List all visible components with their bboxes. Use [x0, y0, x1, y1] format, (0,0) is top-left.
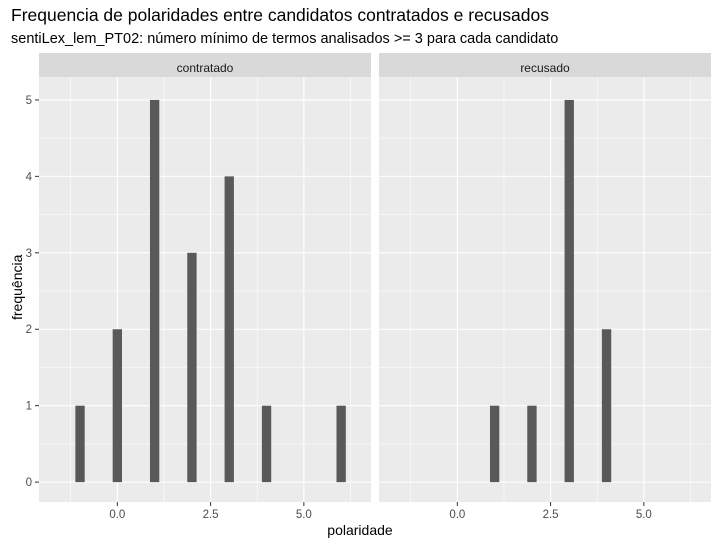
bar-contratado	[261, 405, 272, 483]
x-tick-label: 0.0	[449, 509, 465, 521]
bar-contratado	[75, 405, 85, 483]
panel-background	[379, 77, 711, 502]
x-axis-label: polaridade	[327, 522, 393, 538]
x-tick-label: 5.0	[296, 509, 312, 521]
bar-contratado	[187, 252, 197, 483]
facet-strip	[39, 53, 371, 77]
x-tick-label: 0.0	[109, 509, 125, 521]
bar-contratado	[336, 405, 346, 483]
x-tick-label: 2.5	[543, 509, 559, 521]
y-tick-label: 2	[26, 324, 32, 336]
chart-title: Frequencia de polaridades entre candidat…	[11, 5, 549, 25]
y-tick-label: 0	[26, 477, 32, 489]
facet-strip	[379, 53, 711, 77]
y-tick-label: 4	[26, 171, 33, 183]
bar-recusado	[564, 99, 574, 483]
y-axis-label: frequência	[9, 254, 25, 320]
bar-contratado	[112, 329, 122, 483]
bar-recusado	[489, 405, 500, 483]
x-tick-label: 5.0	[636, 509, 652, 521]
y-tick-label: 1	[26, 401, 32, 413]
facet-strip-label: recusado	[520, 61, 570, 75]
y-tick-label: 3	[26, 248, 32, 260]
x-tick-label: 2.5	[203, 509, 219, 521]
bar-contratado	[149, 99, 160, 483]
chart-subtitle: sentiLex_lem_PT02: número mínimo de term…	[11, 31, 559, 47]
facet-strip-label: contratado	[177, 61, 234, 75]
bar-recusado	[527, 405, 537, 483]
bar-contratado	[224, 176, 234, 483]
y-tick-label: 5	[26, 95, 32, 107]
bar-recusado	[601, 329, 612, 483]
panel-background	[39, 77, 371, 502]
